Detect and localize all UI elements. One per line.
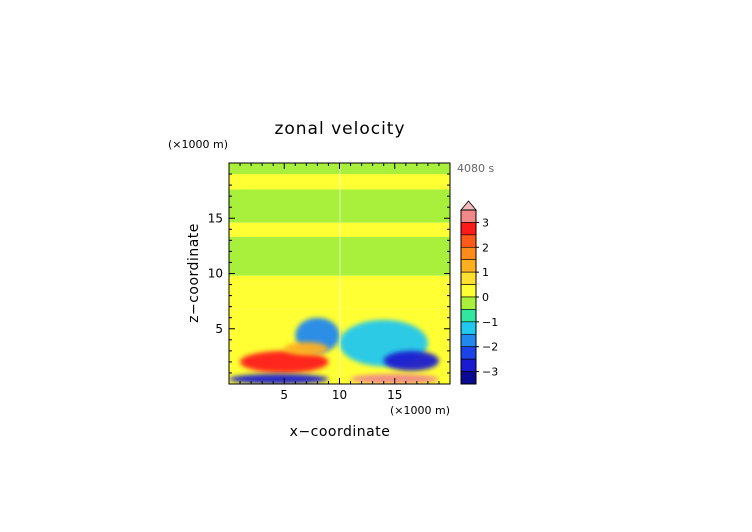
- contour-feature: [284, 342, 329, 356]
- time-label: 4080 s: [457, 162, 494, 175]
- colorbar-tick-label: −2: [482, 341, 498, 354]
- colorbar-swatch: [460, 259, 477, 273]
- colorbar-swatch: [460, 358, 477, 372]
- x-axis-units: (×1000 m): [390, 404, 450, 417]
- y-axis-label: z−coordinate: [186, 223, 202, 323]
- contour-feature: [383, 350, 439, 371]
- colorbar-swatch: [460, 333, 477, 348]
- colorbar-tick-label: −1: [482, 316, 498, 329]
- chart-title: zonal velocity: [274, 119, 405, 139]
- x-tick-label: 10: [332, 388, 347, 402]
- x-tick-labels: 5 10 15: [280, 163, 402, 402]
- contour-feature: [240, 350, 329, 373]
- colorbar-overflow-triangle: [460, 200, 477, 211]
- colorbar-swatch: [460, 271, 477, 285]
- y-tick-label: 15: [208, 211, 223, 225]
- x-tick-label: 5: [280, 388, 288, 402]
- contour-feature: [229, 374, 329, 384]
- y-tick-label: 5: [215, 322, 223, 336]
- y-axis-units: (×1000 m): [168, 138, 228, 151]
- colorbar-swatch: [460, 296, 477, 310]
- contour-plot-area: 5 10 15 5 10 15: [208, 162, 451, 402]
- colorbar-swatch: [460, 234, 477, 248]
- y-tick-label: 10: [208, 267, 223, 281]
- colorbar-swatch: [460, 346, 477, 360]
- y-tick-labels: 5 10 15: [208, 211, 450, 336]
- colorbar-tick-label: 2: [482, 241, 489, 254]
- x-tick-label: 15: [387, 388, 402, 402]
- colorbar-swatch: [460, 371, 477, 385]
- colorbar-swatch: [460, 321, 477, 335]
- colorbar-swatch: [460, 309, 477, 323]
- colorbar-swatch: [460, 246, 477, 261]
- x-axis-label: x−coordinate: [290, 424, 391, 440]
- colorbar-tick-label: −3: [482, 366, 498, 379]
- colorbar: 3 2 1 0 −1 −2 −3: [460, 200, 498, 385]
- colorbar-swatch: [460, 222, 477, 236]
- colorbar-swatch: [460, 209, 477, 223]
- colorbar-tick-label: 0: [482, 291, 489, 304]
- minor-ticks: [229, 163, 450, 384]
- colorbar-tick-label: 1: [482, 266, 489, 279]
- colorbar-tick-label: 3: [482, 216, 489, 229]
- colorbar-swatch: [460, 284, 477, 298]
